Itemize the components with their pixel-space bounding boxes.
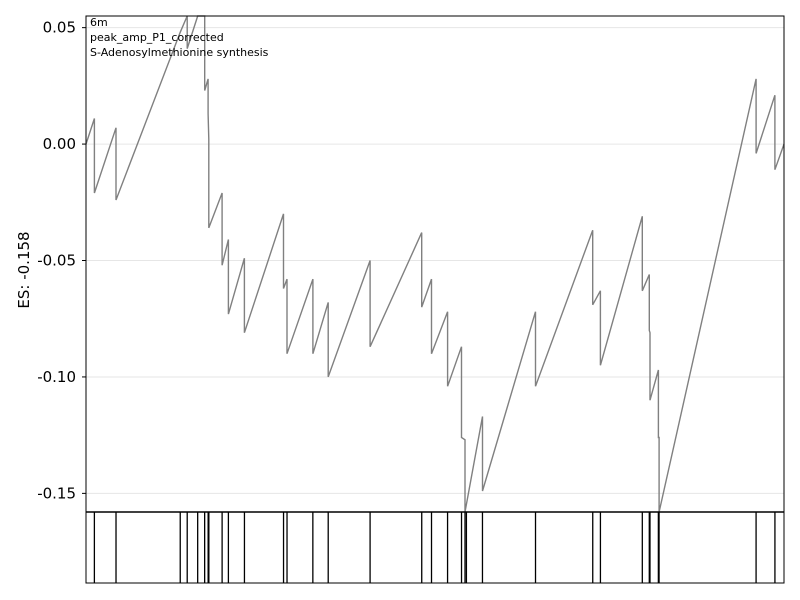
y-axis-ticks: 0.05 0.00 -0.05 -0.10 -0.15 [37,19,86,502]
plot-border [85,15,785,584]
y-tick-label-3: -0.10 [37,368,76,386]
y-tick-label-0: 0.05 [43,19,76,37]
y-axis-label: ES: -0.158 [15,231,33,308]
y-tick-label-2: -0.05 [37,252,76,270]
annotation-line-3: S-Adenosylmethionine synthesis [90,46,269,59]
annotation-line-2: peak_amp_P1_corrected [90,31,224,44]
annotation-block: 6m peak_amp_P1_corrected S-Adenosylmethi… [90,16,269,59]
grid-lines [86,27,784,494]
y-tick-label-4: -0.15 [37,484,76,502]
hit-ticks [93,512,776,583]
series-line-0 [85,15,785,513]
plot-frame [85,15,785,584]
y-tick-label-1: 0.00 [43,135,76,153]
running-score-series [85,15,785,513]
annotation-line-1: 6m [90,16,108,29]
